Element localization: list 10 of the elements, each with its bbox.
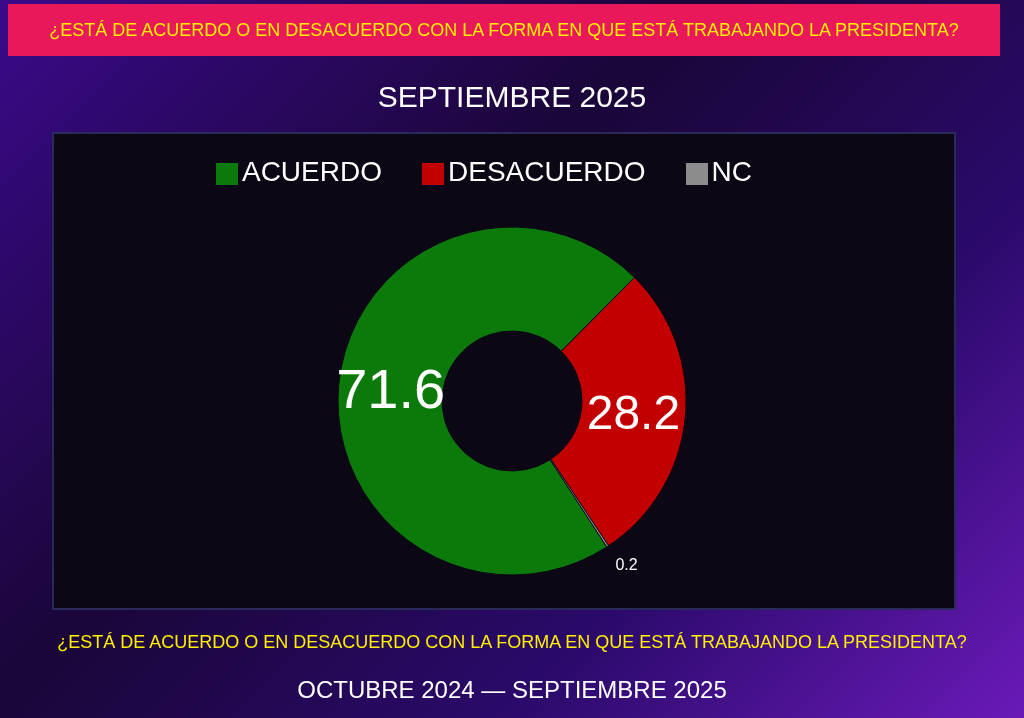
- data-label: 0.2: [615, 555, 638, 573]
- chart-subtitle: SEPTIEMBRE 2025: [376, 80, 648, 114]
- legend-label: ACUERDO: [241, 156, 382, 187]
- text: OCTUBRE 2024 — SEPTIEMBRE 2025: [296, 676, 728, 704]
- legend-label: NC: [711, 156, 753, 187]
- data-label: 28.2: [586, 386, 681, 440]
- chart-title: ¿ESTÁ DE ACUERDO O EN DESACUERDO CON LA FORMA EN QUE ESTÁ TRABAJANDO LA PRESIDENTA?: [8, 4, 1000, 56]
- legend-label: DESACUERDO: [447, 156, 646, 187]
- data-label: 71.6: [336, 357, 446, 420]
- text: ¿ESTÁ DE ACUERDO O EN DESACUERDO CON LA FORMA EN QUE ESTÁ TRABAJANDO LA PRESIDENTA?: [56, 632, 968, 653]
